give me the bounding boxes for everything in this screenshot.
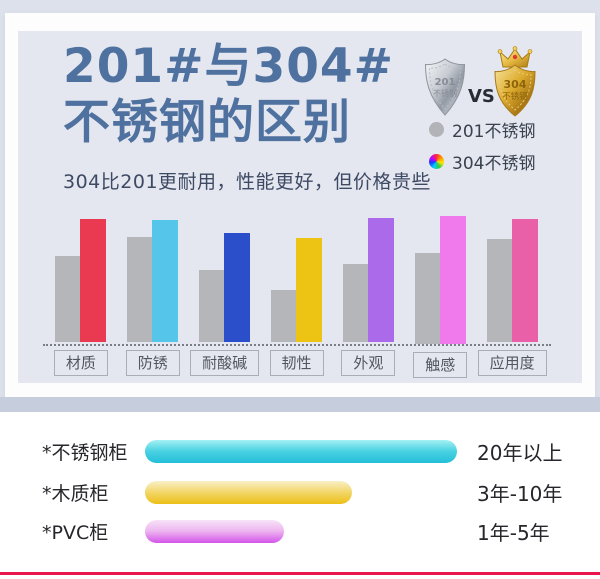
lifespan-track [145, 519, 457, 543]
bar-pair [199, 216, 251, 342]
chart-columns: 材质 防锈 耐酸碱 韧性 外观 触感 应用度 [45, 216, 548, 378]
category-label: 触感 [413, 352, 468, 378]
lifespan-row: *不锈钢柜 20年以上 [0, 438, 600, 465]
legend-item-304: 304不锈钢 [429, 149, 535, 174]
legend: 201不锈钢 304不锈钢 [429, 117, 535, 174]
bar-304 [224, 233, 251, 342]
legend-item-201: 201不锈钢 [429, 117, 535, 142]
bar-304 [80, 219, 107, 342]
category-label: 耐酸碱 [190, 350, 260, 376]
bar-201 [414, 253, 440, 344]
lifespan-row: *木质柜 3年-10年 [0, 479, 600, 506]
bar-201 [127, 237, 153, 342]
white-card: 201#与304# 不锈钢的区别 304比201更耐用，性能更好，但价格贵些 [5, 13, 595, 397]
chart-column: 外观 [332, 216, 404, 376]
comparison-section: 201#与304# 不锈钢的区别 304比201更耐用，性能更好，但价格贵些 [0, 0, 600, 397]
legend-label: 304不锈钢 [452, 154, 536, 174]
category-label: 韧性 [269, 350, 324, 376]
lifespan-section: *不锈钢柜 20年以上 *木质柜 3年-10年 *PVC柜 1年-5年 [0, 412, 600, 572]
category-label: 外观 [341, 350, 396, 376]
chart-column: 应用度 [476, 216, 548, 376]
silver-shield-badge-icon: 201 不锈钢 [424, 58, 466, 116]
bar-pair [414, 216, 466, 344]
chart-column: 触感 [404, 216, 476, 378]
bar-304 [152, 220, 179, 342]
comparison-bar-chart: 材质 防锈 耐酸碱 韧性 外观 触感 应用度 [43, 216, 551, 378]
title-line1: 201#与304# [63, 39, 394, 94]
gray-dot-icon [429, 122, 444, 137]
category-label: 防锈 [125, 350, 180, 376]
chart-column: 材质 [45, 216, 117, 376]
lifespan-bar [145, 439, 457, 463]
bar-304 [296, 238, 322, 342]
chart-column: 防锈 [117, 216, 189, 376]
rainbow-dot-icon [429, 154, 444, 169]
bar-201 [486, 239, 512, 342]
vs-label: VS [468, 86, 495, 107]
title-line2: 不锈钢的区别 [63, 95, 351, 150]
page-title: 201#与304# 不锈钢的区别 [63, 39, 394, 151]
gold-badge-text: 不锈钢 [502, 91, 528, 102]
category-label: 材质 [53, 350, 108, 376]
gray-panel: 201#与304# 不锈钢的区别 304比201更耐用，性能更好，但价格贵些 [18, 31, 582, 383]
gold-badge-number: 304 [504, 78, 527, 91]
lifespan-value: 20年以上 [477, 440, 563, 465]
bar-304 [367, 218, 394, 342]
bar-201 [271, 290, 296, 342]
lifespan-bar [145, 519, 284, 543]
chart-column: 韧性 [261, 216, 333, 376]
chart-column: 耐酸碱 [189, 216, 261, 376]
bar-201 [55, 256, 81, 342]
bar-304 [511, 219, 538, 342]
divider-strip [0, 397, 600, 412]
bar-304 [439, 216, 466, 344]
category-label: 应用度 [477, 350, 547, 376]
bar-pair [486, 216, 538, 342]
legend-label: 201不锈钢 [452, 122, 536, 142]
lifespan-label: *PVC柜 [42, 521, 109, 544]
lifespan-label: *不锈钢柜 [42, 441, 128, 464]
vs-badges: 201 不锈钢 VS [423, 45, 573, 121]
silver-badge-text: 不锈钢 [433, 88, 457, 98]
silver-badge-number: 201 [435, 77, 456, 88]
bar-pair [127, 216, 179, 342]
footer-accent-line [0, 572, 600, 575]
bar-201 [342, 264, 368, 342]
bar-pair [342, 216, 394, 342]
bar-pair [55, 216, 107, 342]
subtitle: 304比201更耐用，性能更好，但价格贵些 [63, 171, 432, 193]
lifespan-label: *木质柜 [42, 482, 109, 505]
bar-pair [271, 216, 322, 342]
bar-201 [199, 270, 225, 342]
lifespan-bar [145, 480, 352, 504]
gold-shield-crown-badge-icon: 304 不锈钢 [494, 46, 536, 117]
lifespan-track [145, 480, 457, 504]
lifespan-track [145, 439, 457, 463]
lifespan-value: 1年-5年 [477, 520, 550, 545]
lifespan-row: *PVC柜 1年-5年 [0, 518, 600, 545]
chart-baseline [43, 344, 551, 346]
lifespan-value: 3年-10年 [477, 481, 563, 506]
